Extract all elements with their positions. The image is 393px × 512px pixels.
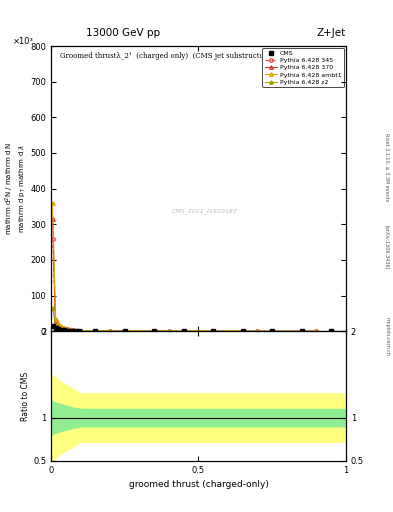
Y-axis label: mathrm d$^2$N / mathrm d N
mathrm d p$_T$ mathrm d $\lambda$: mathrm d$^2$N / mathrm d N mathrm d p$_T…: [4, 142, 28, 236]
Text: Groomed thrustλ_2¹  (charged only)  (CMS jet substructure): Groomed thrustλ_2¹ (charged only) (CMS j…: [60, 52, 274, 60]
X-axis label: groomed thrust (charged-only): groomed thrust (charged-only): [129, 480, 268, 489]
Text: 13000 GeV pp: 13000 GeV pp: [86, 28, 161, 38]
Text: Z+Jet: Z+Jet: [317, 28, 346, 38]
Text: mcplots.cern.ch: mcplots.cern.ch: [385, 317, 389, 356]
Legend: CMS, Pythia 6.428 345, Pythia 6.428 370, Pythia 6.428 ambt1, Pythia 6.428 z2: CMS, Pythia 6.428 345, Pythia 6.428 370,…: [263, 48, 344, 88]
Text: Rivet 3.1.10, ≥ 3.3M events: Rivet 3.1.10, ≥ 3.3M events: [385, 133, 389, 201]
Text: [arXiv:1306.3436]: [arXiv:1306.3436]: [385, 225, 389, 270]
Text: ×10³: ×10³: [13, 37, 34, 46]
Text: CMS_2021_I1920187: CMS_2021_I1920187: [171, 208, 237, 215]
Y-axis label: Ratio to CMS: Ratio to CMS: [21, 371, 30, 420]
